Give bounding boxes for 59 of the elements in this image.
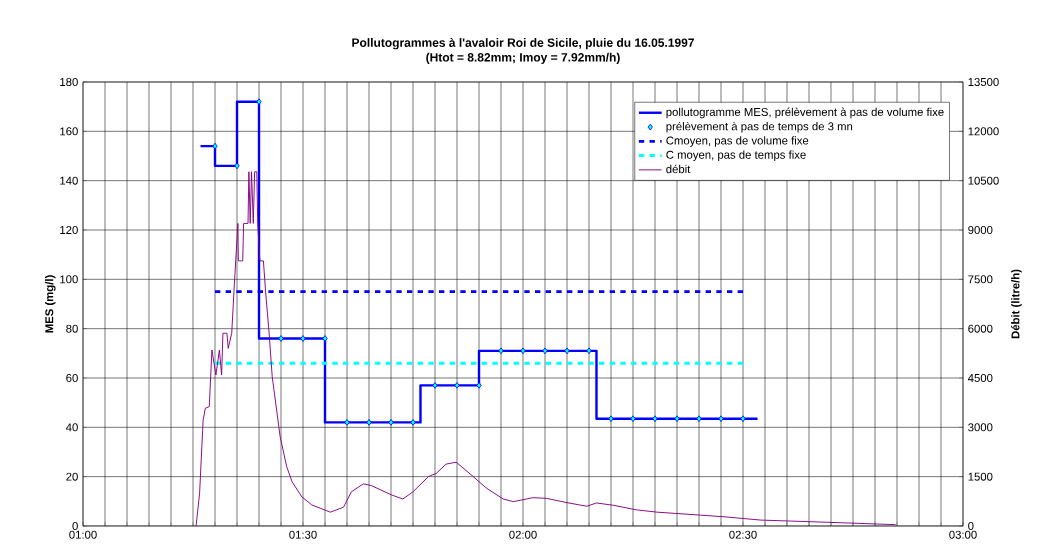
chart-subtitle: (Htot = 8.82mm; Imoy = 7.92mm/h) [426, 52, 620, 64]
point [630, 415, 636, 423]
x-tick-label: 01:00 [69, 530, 97, 539]
y-tick-label: 40 [65, 423, 78, 432]
legend-label: C moyen, pas de temps fixe [666, 150, 806, 162]
point [212, 142, 218, 150]
point [432, 382, 438, 389]
point [564, 347, 570, 355]
y-tick-label: 140 [60, 176, 78, 185]
point [498, 347, 504, 355]
y2-tick-label: 12000 [968, 127, 999, 136]
point [256, 98, 262, 106]
point [322, 335, 328, 342]
y2-tick-label: 7500 [968, 275, 993, 284]
x-tick-label: 02:00 [509, 530, 537, 539]
y2-tick-label: 10500 [968, 176, 999, 185]
point [542, 347, 548, 355]
point [652, 415, 658, 423]
y-tick-label: 160 [60, 127, 78, 136]
point [608, 415, 614, 423]
y-axis-title: MES (mg/l) [44, 275, 56, 333]
legend-label: Cmoyen, pas de volume fixe [666, 136, 809, 147]
point [344, 419, 350, 426]
chart-title: Pollutogrammes à l'avaloir Roi de Sicile, pluie du 16.05.1997 [352, 37, 694, 50]
point [388, 419, 394, 426]
point [520, 347, 526, 355]
point [278, 335, 284, 342]
point [674, 415, 680, 423]
point [586, 347, 592, 355]
point [300, 335, 306, 342]
point [718, 415, 724, 423]
legend-label: pollutogramme MES, prélèvement à pas de volume fixe [666, 107, 944, 119]
y2-tick-label: 4500 [967, 373, 993, 382]
point [366, 419, 372, 426]
y2-tick-label: 13500 [968, 77, 999, 86]
x-tick-label: 01:30 [289, 530, 317, 539]
y-tick-label: 100 [60, 275, 78, 284]
point [740, 415, 746, 423]
legend-label: prélèvement à pas de temps de 3 mn [666, 121, 853, 133]
x-tick-label: 03:00 [949, 530, 977, 539]
y2-tick-label: 3000 [968, 423, 993, 432]
y-tick-label: 0 [72, 521, 78, 530]
point [234, 162, 240, 170]
legend-label: débit [666, 164, 691, 174]
y-tick-label: 20 [66, 472, 78, 481]
x-tick-label: 02:30 [729, 530, 757, 539]
point [454, 382, 460, 389]
y-tick-label: 80 [66, 324, 78, 333]
point [410, 419, 416, 426]
y-tick-label: 120 [60, 225, 78, 234]
point [476, 382, 482, 389]
y2-axis-title: Débit (litre/h) [1011, 269, 1022, 339]
y-tick-label: 60 [66, 373, 78, 382]
y2-tick-label: 0 [968, 521, 974, 530]
point [696, 415, 702, 423]
y2-tick-label: 1500 [968, 472, 993, 481]
y2-tick-label: 9000 [968, 225, 993, 234]
y2-tick-label: 6000 [968, 324, 993, 333]
y-tick-label: 180 [60, 77, 78, 86]
